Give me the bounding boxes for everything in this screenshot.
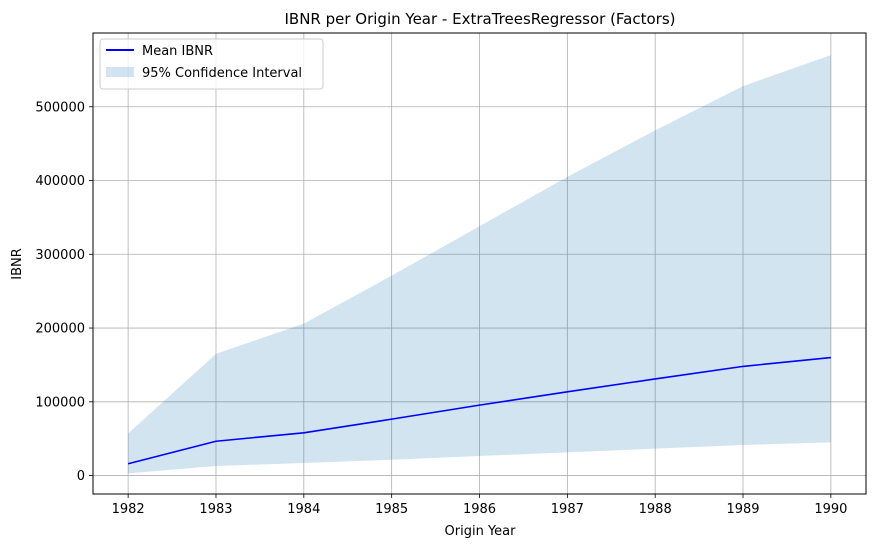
x-axis: 1982 1983 1984 1985 1986 1987 1988 1989 1990 bbox=[112, 494, 847, 517]
chart-title: IBNR per Origin Year - ExtraTreesRegress… bbox=[284, 10, 675, 28]
x-tick-label: 1982 bbox=[112, 502, 145, 517]
y-tick-label: 0 bbox=[77, 469, 85, 484]
y-tick-label: 500000 bbox=[35, 100, 85, 115]
y-tick-label: 200000 bbox=[35, 322, 85, 337]
x-tick-label: 1988 bbox=[639, 502, 672, 517]
confidence-interval-band bbox=[128, 55, 831, 474]
y-tick-label: 400000 bbox=[35, 174, 85, 189]
legend-swatch-confidence-interval bbox=[106, 67, 134, 77]
legend-label-mean-ibnr: Mean IBNR bbox=[142, 44, 213, 59]
x-axis-label: Origin Year bbox=[445, 524, 517, 539]
line-layer bbox=[127, 356, 831, 465]
x-tick-label: 1984 bbox=[287, 502, 320, 517]
x-tick-label: 1985 bbox=[375, 502, 408, 517]
legend: Mean IBNR 95% Confidence Interval bbox=[99, 38, 324, 90]
legend-box bbox=[99, 38, 324, 90]
mean-ibnr-line bbox=[127, 356, 831, 465]
x-tick-label: 1987 bbox=[551, 502, 584, 517]
y-axis: 0 100000 200000 300000 400000 500000 bbox=[35, 100, 93, 484]
legend-label-confidence-interval: 95% Confidence Interval bbox=[142, 66, 302, 81]
band-layer bbox=[128, 55, 831, 474]
grid bbox=[93, 33, 866, 494]
y-tick-label: 100000 bbox=[35, 395, 85, 410]
y-axis-label: IBNR bbox=[10, 248, 25, 280]
x-tick-label: 1989 bbox=[726, 502, 759, 517]
x-tick-label: 1983 bbox=[199, 502, 232, 517]
x-tick-label: 1986 bbox=[463, 502, 496, 517]
y-tick-label: 300000 bbox=[35, 248, 85, 263]
x-tick-label: 1990 bbox=[814, 502, 847, 517]
